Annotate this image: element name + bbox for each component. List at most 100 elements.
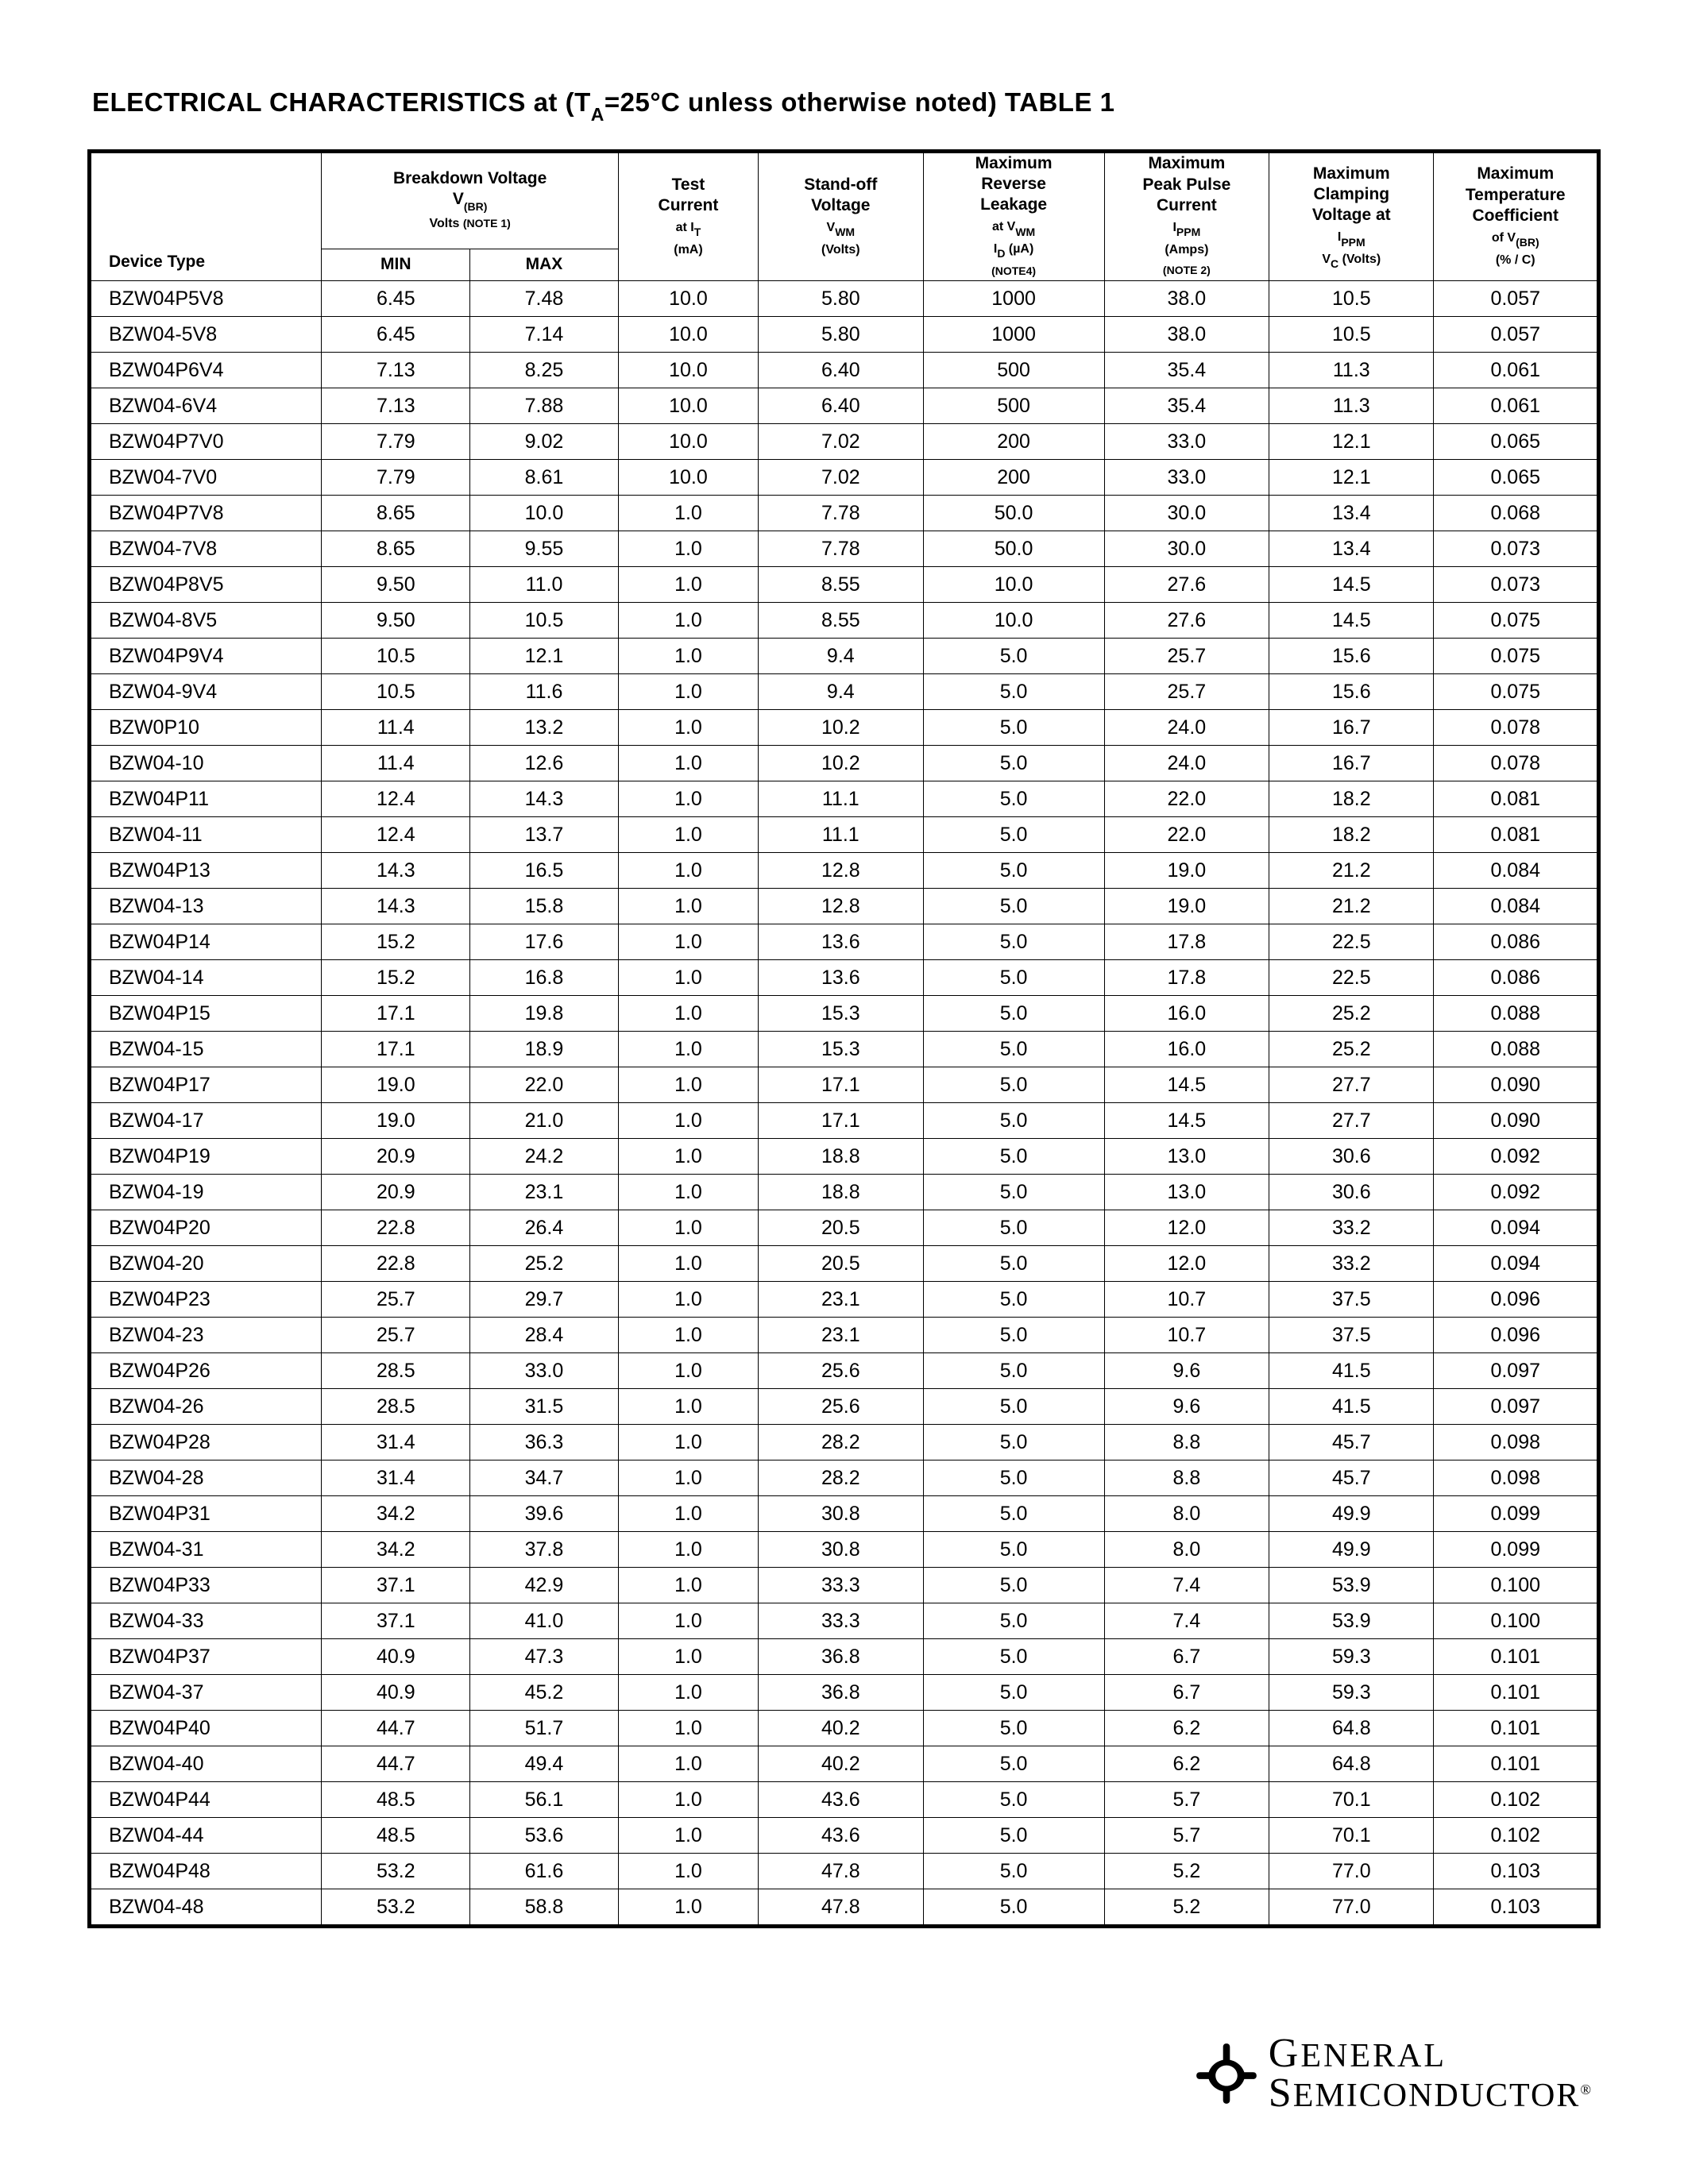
col-peak-pulse-current: Maximum Peak Pulse Current IPPM (Amps) (… [1104,151,1269,280]
hdr-text: Coefficient [1472,206,1559,225]
cell-value: 0.094 [1434,1210,1599,1245]
cell-value: 1.0 [618,924,758,959]
cell-value: 53.9 [1269,1567,1434,1603]
cell-value: 25.6 [759,1352,923,1388]
cell-value: 8.65 [322,495,470,531]
hdr-text: Maximum [975,154,1053,172]
cell-value: 13.0 [1104,1174,1269,1210]
cell-device: BZW04P26 [90,1352,322,1388]
hdr-text: V [1322,253,1331,266]
cell-device: BZW04-40 [90,1746,322,1781]
cell-value: 48.5 [322,1817,470,1853]
cell-value: 5.7 [1104,1781,1269,1817]
cell-value: 11.1 [759,781,923,816]
cell-device: BZW04-7V8 [90,531,322,566]
cell-value: 1.0 [618,1174,758,1210]
cell-value: 7.4 [1104,1567,1269,1603]
cell-value: 43.6 [759,1817,923,1853]
cell-value: 12.1 [470,638,619,673]
cell-value: 30.8 [759,1531,923,1567]
cell-value: 5.0 [923,673,1104,709]
cell-value: 51.7 [470,1710,619,1746]
hdr-sub: T [694,226,701,238]
cell-value: 0.101 [1434,1746,1599,1781]
cell-value: 59.3 [1269,1638,1434,1674]
cell-value: 1.0 [618,1424,758,1460]
cell-value: 5.0 [923,1746,1104,1781]
cell-value: 12.8 [759,852,923,888]
cell-value: 0.094 [1434,1245,1599,1281]
cell-device: BZW04-11 [90,816,322,852]
cell-device: BZW04-6V4 [90,388,322,423]
table-row: BZW04-1719.021.01.017.15.014.527.70.090 [90,1102,1599,1138]
cell-value: 0.102 [1434,1781,1599,1817]
table-row: BZW04-3740.945.21.036.85.06.759.30.101 [90,1674,1599,1710]
cell-value: 5.0 [923,1853,1104,1889]
cell-value: 34.2 [322,1495,470,1531]
cell-value: 0.090 [1434,1067,1599,1102]
cell-value: 0.098 [1434,1424,1599,1460]
cell-value: 15.6 [1269,638,1434,673]
cell-value: 64.8 [1269,1746,1434,1781]
cell-device: BZW04-20 [90,1245,322,1281]
table-row: BZW04-1517.118.91.015.35.016.025.20.088 [90,1031,1599,1067]
cell-value: 0.075 [1434,602,1599,638]
cell-value: 5.0 [923,1567,1104,1603]
cell-value: 16.5 [470,852,619,888]
cell-value: 7.79 [322,423,470,459]
cell-value: 33.2 [1269,1245,1434,1281]
cell-value: 30.6 [1269,1174,1434,1210]
cell-value: 27.7 [1269,1102,1434,1138]
cell-value: 7.02 [759,459,923,495]
cell-value: 24.0 [1104,709,1269,745]
cell-value: 9.4 [759,638,923,673]
cell-value: 5.0 [923,1031,1104,1067]
cell-value: 7.14 [470,316,619,352]
hdr-text: (Volts) [1338,253,1381,266]
cell-value: 8.8 [1104,1460,1269,1495]
cell-value: 1.0 [618,745,758,781]
cell-value: 6.40 [759,352,923,388]
cell-value: 1.0 [618,531,758,566]
table-row: BZW0P1011.413.21.010.25.024.016.70.078 [90,709,1599,745]
cell-value: 17.1 [759,1067,923,1102]
cell-value: 22.8 [322,1210,470,1245]
table-row: BZW04P1314.316.51.012.85.019.021.20.084 [90,852,1599,888]
table-row: BZW04P1719.022.01.017.15.014.527.70.090 [90,1067,1599,1102]
hdr-text: Voltage at [1312,206,1391,224]
cell-value: 17.1 [322,1031,470,1067]
cell-value: 23.1 [470,1174,619,1210]
datasheet-page: ELECTRICAL CHARACTERISTICS at (TA=25°C u… [0,0,1688,2184]
cell-value: 30.0 [1104,495,1269,531]
hdr-note: (NOTE 1) [463,217,511,230]
hdr-text: V [453,190,464,208]
cell-value: 0.098 [1434,1460,1599,1495]
cell-value: 10.0 [923,566,1104,602]
cell-value: 5.0 [923,1245,1104,1281]
cell-value: 23.1 [759,1317,923,1352]
cell-device: BZW04-14 [90,959,322,995]
cell-device: BZW04P20 [90,1210,322,1245]
cell-device: BZW04P17 [90,1067,322,1102]
cell-value: 36.3 [470,1424,619,1460]
hdr-sub: PPM [1176,226,1200,238]
cell-device: BZW04-10 [90,745,322,781]
cell-value: 15.2 [322,959,470,995]
cell-value: 1.0 [618,1460,758,1495]
cell-value: 1.0 [618,1603,758,1638]
cell-value: 0.103 [1434,1853,1599,1889]
cell-value: 27.6 [1104,602,1269,638]
cell-value: 25.2 [1269,995,1434,1031]
cell-value: 77.0 [1269,1889,1434,1926]
cell-value: 6.2 [1104,1746,1269,1781]
cell-value: 1.0 [618,566,758,602]
table-row: BZW04P4044.751.71.040.25.06.264.80.101 [90,1710,1599,1746]
cell-value: 6.45 [322,280,470,316]
cell-value: 10.5 [322,638,470,673]
cell-value: 1000 [923,316,1104,352]
cell-device: BZW04-44 [90,1817,322,1853]
cell-value: 1.0 [618,1031,758,1067]
cell-value: 22.8 [322,1245,470,1281]
cell-value: 5.0 [923,1781,1104,1817]
hdr-text: Maximum [1477,164,1554,183]
